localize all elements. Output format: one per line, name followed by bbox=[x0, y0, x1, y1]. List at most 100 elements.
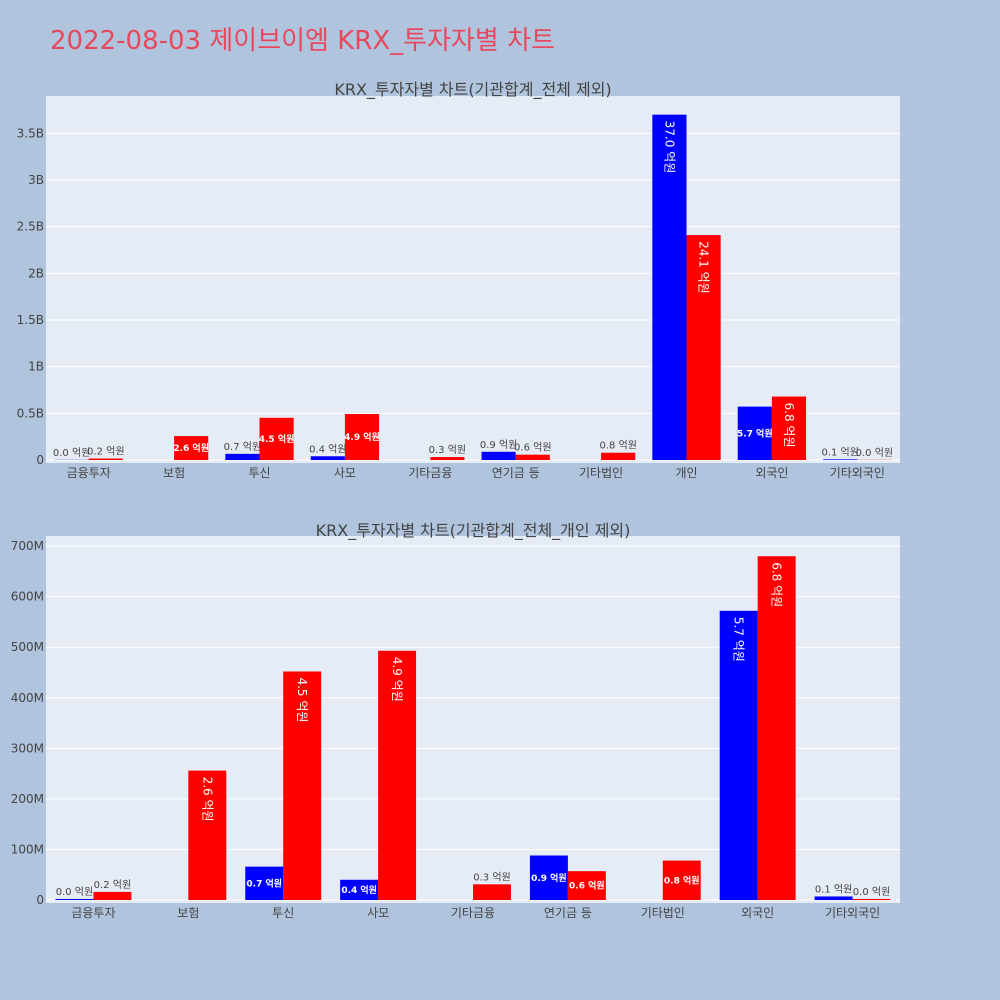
data-label: 0.4 억원 bbox=[309, 443, 346, 455]
y-tick-label: 0.5B bbox=[17, 406, 44, 420]
data-label: 0.2 억원 bbox=[87, 446, 124, 458]
x-tick-label: 기타금융 bbox=[451, 906, 495, 920]
y-tick-label: 3B bbox=[28, 173, 44, 187]
data-label: 6.8 억원 bbox=[770, 562, 784, 607]
data-label: 0.0 억원 bbox=[56, 886, 93, 898]
bar-buy bbox=[55, 898, 94, 900]
x-tick-label: 외국인 bbox=[755, 466, 788, 480]
chart-title: KRX_투자자별 차트(기관합계_전체_개인 제외) bbox=[316, 521, 631, 541]
bar-buy bbox=[340, 879, 379, 900]
data-label: 0.7 억원 bbox=[224, 441, 261, 453]
chart-top: 0 0.5B 1B 1.5B 2B 2.5B 3B 3.5B KRX_투자자별 차트(기관합계_… bbox=[17, 80, 900, 480]
x-tick-label: 기타법인 bbox=[579, 466, 623, 480]
data-label: 24.1 억원 bbox=[697, 241, 711, 294]
y-tick-label: 200M bbox=[11, 792, 44, 806]
data-label: 0.2 억원 bbox=[94, 879, 131, 891]
x-tick-label: 금융투자 bbox=[71, 906, 115, 920]
chart-bottom: 0 100M 200M 300M 400M 500M 600M 700M KRX_투자자별 차트… bbox=[11, 521, 900, 920]
x-tick-label: 금융투자 bbox=[67, 466, 111, 480]
bar-buy bbox=[245, 866, 284, 900]
data-label: 0.9 억원 bbox=[480, 439, 517, 451]
data-label: 2.6 억원 bbox=[200, 777, 214, 822]
bar-sell bbox=[601, 452, 636, 460]
bar-sell bbox=[686, 235, 721, 460]
x-tick-label: 투신 bbox=[248, 466, 270, 480]
bar-sell bbox=[430, 457, 465, 460]
data-label: 0.4 억원 bbox=[341, 884, 377, 896]
y-tick-label: 500M bbox=[11, 640, 44, 654]
data-label: 0.3 억원 bbox=[473, 871, 510, 883]
bar-sell bbox=[283, 671, 322, 900]
bar-sell bbox=[174, 436, 209, 460]
bar-sell bbox=[757, 556, 796, 900]
bar-sell bbox=[188, 770, 227, 900]
data-label: 0.9 억원 bbox=[531, 872, 567, 884]
y-tick-label: 400M bbox=[11, 691, 44, 705]
y-tick-label: 0 bbox=[36, 453, 44, 467]
y-tick-label: 100M bbox=[11, 842, 44, 856]
bar-buy bbox=[481, 451, 516, 460]
bar-sell bbox=[662, 860, 701, 900]
y-tick-label: 2B bbox=[28, 266, 44, 280]
data-label: 0.8 억원 bbox=[664, 874, 700, 886]
x-tick-label: 기타법인 bbox=[641, 906, 685, 920]
page-title: 2022-08-03 제이브이엠 KRX_투자자별 차트 bbox=[50, 26, 555, 56]
bar-buy bbox=[652, 114, 687, 461]
bar-sell bbox=[344, 413, 380, 460]
chart-title: KRX_투자자별 차트(기관합계_전체 제외) bbox=[334, 80, 611, 100]
bar-buy bbox=[737, 406, 772, 460]
bar-sell bbox=[378, 650, 417, 900]
x-tick-label: 기타외국인 bbox=[825, 906, 880, 920]
x-tick-label: 투신 bbox=[272, 906, 294, 920]
y-tick-label: 1.5B bbox=[17, 313, 44, 327]
y-tick-label: 1B bbox=[28, 360, 44, 374]
y-tick-label: 300M bbox=[11, 741, 44, 755]
bar-buy bbox=[719, 610, 758, 900]
bar-sell bbox=[771, 396, 807, 460]
data-label: 0.0 억원 bbox=[853, 886, 890, 898]
data-label: 4.5 억원 bbox=[259, 433, 295, 445]
x-tick-label: 기타외국인 bbox=[830, 466, 885, 480]
data-label: 0.8 억원 bbox=[599, 440, 636, 452]
x-tick-label: 기타금융 bbox=[408, 466, 452, 480]
data-label: 6.8 억원 bbox=[782, 403, 796, 448]
x-tick-label: 사모 bbox=[367, 906, 389, 920]
bar-sell bbox=[515, 454, 550, 460]
data-label: 0.6 억원 bbox=[569, 880, 605, 892]
x-tick-label: 보험 bbox=[163, 466, 185, 480]
bar-sell bbox=[259, 417, 294, 460]
y-tick-label: 2.5B bbox=[17, 220, 44, 234]
data-label: 2.6 억원 bbox=[173, 442, 209, 454]
data-label: 0.6 억원 bbox=[514, 442, 551, 454]
data-label: 0.0 억원 bbox=[856, 447, 893, 459]
data-label: 4.5 억원 bbox=[295, 677, 309, 722]
plot-area bbox=[46, 96, 900, 463]
data-label: 5.7 억원 bbox=[737, 427, 773, 439]
data-label: 4.9 억원 bbox=[390, 657, 404, 702]
data-label: 0.0 억원 bbox=[53, 447, 90, 459]
x-tick-label: 외국인 bbox=[741, 906, 774, 920]
bar-buy bbox=[823, 459, 858, 460]
bar-sell bbox=[473, 884, 511, 900]
data-label: 37.0 억원 bbox=[662, 121, 676, 174]
x-tick-label: 사모 bbox=[334, 466, 356, 480]
x-tick-label: 보험 bbox=[177, 906, 199, 920]
bar-buy bbox=[814, 896, 853, 900]
y-tick-label: 0 bbox=[36, 893, 44, 907]
data-label: 4.9 억원 bbox=[344, 431, 380, 443]
data-label: 0.1 억원 bbox=[815, 883, 852, 895]
data-label: 0.7 억원 bbox=[246, 877, 282, 889]
x-tick-label: 연기금 등 bbox=[492, 466, 540, 480]
x-tick-label: 연기금 등 bbox=[544, 906, 592, 920]
bar-buy bbox=[529, 855, 568, 900]
y-tick-label: 3.5B bbox=[17, 126, 44, 140]
bar-buy bbox=[310, 456, 345, 460]
bar-sell bbox=[852, 898, 891, 900]
data-label: 0.3 억원 bbox=[429, 444, 466, 456]
data-label: 0.1 억원 bbox=[821, 446, 858, 458]
bar-sell bbox=[88, 458, 123, 460]
y-tick-label: 700M bbox=[11, 539, 44, 553]
y-tick-label: 600M bbox=[11, 590, 44, 604]
bar-sell bbox=[567, 871, 606, 900]
